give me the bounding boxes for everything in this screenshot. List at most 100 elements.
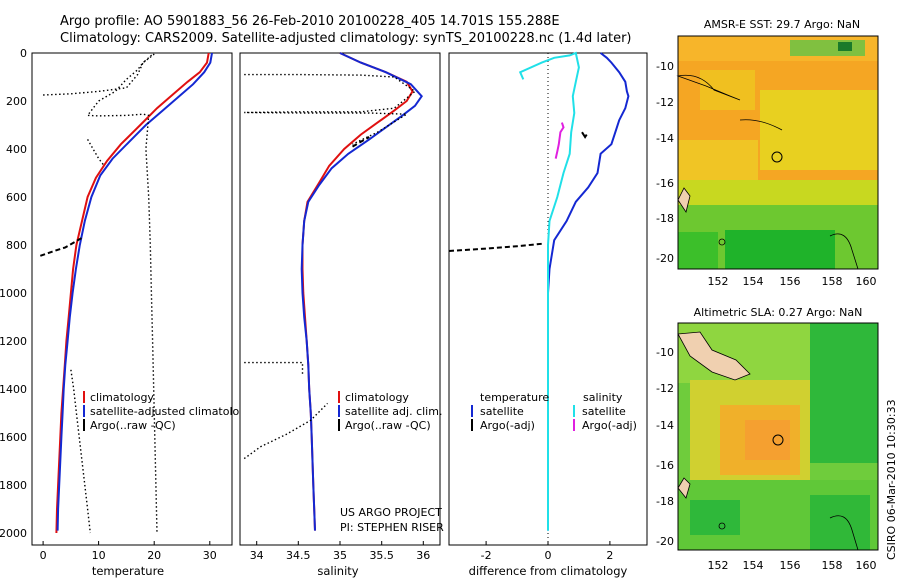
series-line-argo-raw-qc-low [243, 402, 328, 460]
temperature-depth-ticks: 0 200 400 600 800 1000 1200 1400 1600 18… [0, 47, 27, 540]
legend-label: Argo(-adj) [480, 419, 535, 432]
figure-title-line2: Climatology: CARS2009. Satellite-adjuste… [60, 31, 632, 46]
project-pi: PI: STEPHEN RISER [340, 521, 444, 534]
lon-tick: 154 [743, 559, 764, 572]
sla-map: Altimetric SLA: 0.27 Argo: NaN -10 -12 -… [656, 306, 879, 572]
x-tick-label: 34.5 [286, 549, 311, 562]
series-line-climatology [55, 52, 210, 534]
legend-label: satellite adj. clim. [345, 405, 442, 418]
legend-title-temperature: temperature [480, 391, 549, 404]
series-line-argo-dashed [351, 136, 370, 148]
difference-panel: -2 0 2 difference from climatology tempe… [448, 51, 648, 578]
lat-tick: -10 [656, 346, 674, 359]
legend-label: climatology [345, 391, 409, 404]
lon-tick: 160 [856, 559, 877, 572]
series-line-temperature-argo-adj [448, 242, 542, 252]
series-line-satellite-adjusted-climatology [56, 52, 213, 531]
depth-tick: 1600 [0, 431, 27, 444]
depth-tick: 0 [20, 47, 27, 60]
sst-band [790, 40, 865, 56]
reef-marker [718, 522, 726, 530]
temperature-panel: 0 200 400 600 800 1000 1200 1400 1600 18… [0, 47, 253, 578]
x-tick-label: 0 [40, 549, 47, 562]
x-tick-label: 36 [416, 549, 430, 562]
depth-tick: 1400 [0, 383, 27, 396]
legend-label: Argo(..raw -QC) [345, 419, 431, 432]
sla-map-title: Altimetric SLA: 0.27 Argo: NaN [694, 306, 863, 319]
lon-tick: 158 [822, 275, 843, 288]
sla-coastline [677, 331, 751, 381]
x-tick-label: 35.5 [369, 549, 394, 562]
x-tick-label: 30 [203, 549, 217, 562]
salinity-xlabel: salinity [317, 564, 358, 578]
difference-xlabel: difference from climatology [469, 564, 628, 578]
sla-band [690, 500, 740, 535]
salinity-x-ticks: 34 34.5 35 35.5 36 [250, 541, 430, 562]
series-line-temperature-argo-marker [581, 131, 588, 139]
legend-label: satellite [582, 405, 626, 418]
depth-tick: 1800 [0, 479, 27, 492]
series-line-argo-raw-qc-deep [70, 369, 91, 534]
lon-tick: 152 [708, 559, 729, 572]
sst-band [725, 230, 835, 269]
sst-coastline [676, 74, 741, 101]
lon-tick: 160 [856, 275, 877, 288]
lat-tick: -12 [656, 382, 674, 395]
figure-title-line1: Argo profile: AO 5901883_56 26-Feb-2010 … [60, 14, 560, 29]
legend-label: Argo(..raw -QC) [90, 419, 176, 432]
sst-band [678, 232, 718, 269]
lat-tick: -20 [656, 252, 674, 265]
lat-tick: -12 [656, 96, 674, 109]
sst-map-title: AMSR-E SST: 29.7 Argo: NaN [704, 18, 860, 31]
sla-coastline [677, 477, 691, 499]
difference-series [448, 51, 630, 531]
legend-title-salinity: salinity [583, 391, 623, 404]
series-line-argo-raw-qc [244, 73, 417, 145]
temperature-legend: climatology satellite-adjusted climatolo… [83, 391, 253, 432]
lat-tick: -14 [656, 132, 674, 145]
lat-tick: -14 [656, 419, 674, 432]
temperature-axes-box [31, 52, 233, 546]
depth-tick: 1200 [0, 335, 27, 348]
lat-tick: -18 [656, 495, 674, 508]
sst-coastline [739, 119, 783, 131]
temperature-series [39, 52, 213, 534]
x-tick-label: 0 [545, 549, 552, 562]
sla-x-ticks: 152 154 156 158 160 [708, 559, 877, 572]
x-tick-label: 10 [92, 549, 106, 562]
lat-tick: -18 [656, 212, 674, 225]
x-tick-label: 34 [250, 549, 264, 562]
sla-y-ticks: -10 -12 -14 -16 -18 -20 [656, 346, 674, 548]
lat-tick: -16 [656, 177, 674, 190]
x-tick-label: -2 [481, 549, 492, 562]
lon-tick: 154 [743, 275, 764, 288]
x-tick-label: 2 [606, 549, 613, 562]
series-line-salinity-argo-adj [554, 122, 565, 159]
difference-x-ticks: -2 0 2 [481, 541, 613, 562]
lon-tick: 156 [780, 275, 801, 288]
temperature-xlabel: temperature [92, 564, 164, 578]
sst-band [700, 70, 755, 110]
sla-band [810, 495, 870, 550]
sla-map-frame [677, 322, 879, 551]
sst-x-ticks: 152 154 156 158 160 [708, 275, 877, 288]
sst-map-frame [677, 35, 879, 270]
salinity-legend: climatology satellite adj. clim. Argo(..… [338, 391, 442, 432]
series-line-argo-raw-qc-shallow [86, 139, 105, 167]
legend-label: Argo(-adj) [582, 419, 637, 432]
argo-float-marker [772, 434, 784, 446]
depth-tick: 200 [6, 95, 27, 108]
depth-tick: 2000 [0, 527, 27, 540]
lon-tick: 152 [708, 275, 729, 288]
argo-float-marker [771, 151, 783, 163]
depth-tick: 800 [6, 239, 27, 252]
lat-tick: -10 [656, 60, 674, 73]
difference-legend: temperature satellite Argo(-adj) salinit… [471, 391, 637, 432]
project-name: US ARGO PROJECT [340, 506, 442, 519]
salinity-panel: 34 34.5 35 35.5 36 salinity climatology … [239, 52, 444, 578]
reef-marker [718, 238, 726, 246]
series-line-satellite-adj-clim [300, 52, 423, 531]
csiro-timestamp: CSIRO 06-Mar-2010 10:30:33 [885, 399, 898, 560]
sst-map: AMSR-E SST: 29.7 Argo: NaN -10 -12 -14 -… [656, 18, 879, 288]
lat-tick: -16 [656, 459, 674, 472]
